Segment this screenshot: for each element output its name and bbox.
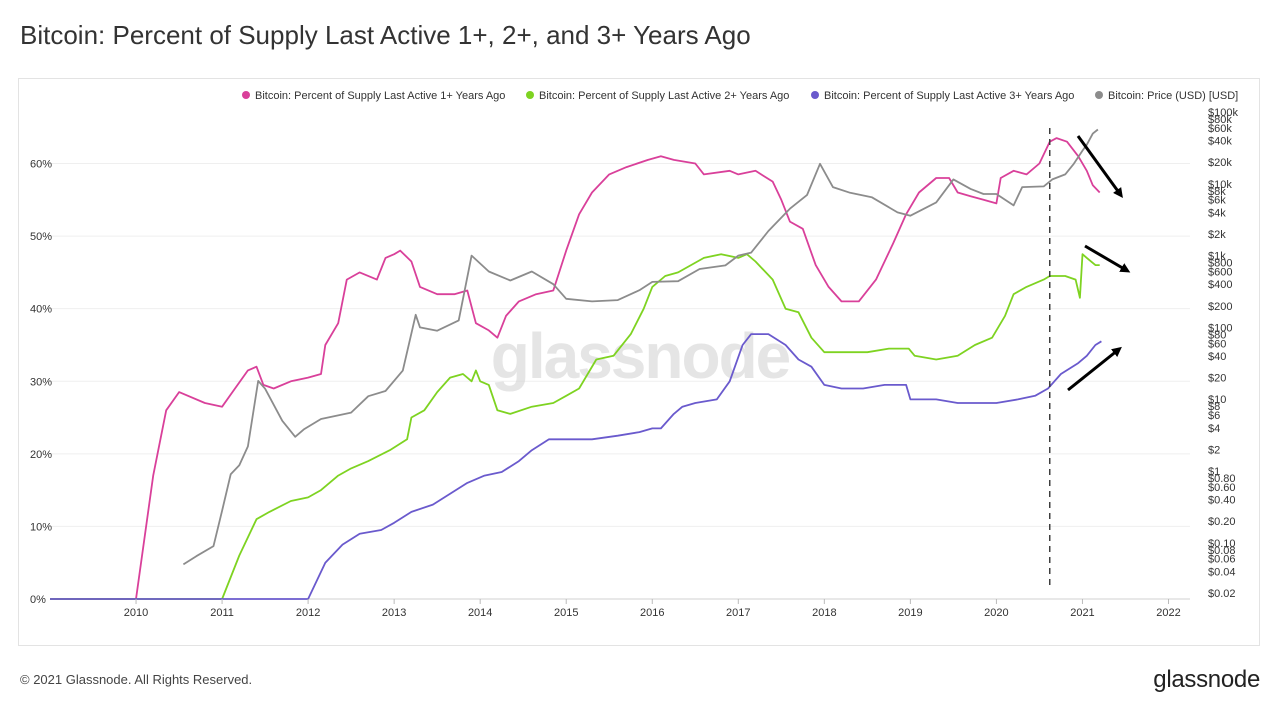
y-left-tick-label: 20% [30,449,52,461]
copyright-footer: © 2021 Glassnode. All Rights Reserved. [20,672,253,687]
y-right-tick-label: $8k [1208,186,1226,198]
y-right-tick-label: $60 [1208,338,1226,350]
series-line-pink [50,137,1101,600]
brand-logo: glassnode [1153,666,1260,693]
y-right-tick-label: $0.10 [1208,538,1236,550]
y-left-tick-label: 40% [30,304,52,316]
trend-arrow [1067,346,1122,392]
trend-arrow [1084,244,1131,273]
y-right-tick-label: $400 [1208,279,1232,291]
series-line-green [50,253,1100,600]
y-right-tick-label: $4k [1208,207,1226,219]
x-tick-label: 2014 [468,607,492,619]
x-tick-label: 2010 [124,607,148,619]
x-tick-label: 2022 [1156,607,1180,619]
y-right-tick-label: $0.06 [1208,554,1236,566]
y-right-tick-label: $1k [1208,251,1226,263]
legend-label: Bitcoin: Percent of Supply Last Active 1… [255,90,505,102]
y-left-tick-label: 0% [30,594,46,606]
legend-label: Bitcoin: Percent of Supply Last Active 2… [539,90,789,102]
legend-swatch [242,91,250,99]
y-right-tick-label: $60k [1208,123,1232,135]
y-right-tick-label: $1 [1208,466,1220,478]
y-right-tick-label: $80 [1208,329,1226,341]
legend-swatch [811,91,819,99]
series-line-purple [50,333,1102,600]
legend-label: Bitcoin: Percent of Supply Last Active 3… [824,90,1074,102]
legend-item[interactable]: Bitcoin: Percent of Supply Last Active 2… [526,90,789,102]
legend-item[interactable]: Bitcoin: Price (USD) [USD] [1095,90,1238,102]
y-right-tick-label: $100k [1208,107,1238,119]
y-right-tick-label: $20k [1208,157,1232,169]
x-tick-label: 2015 [554,607,578,619]
y-right-tick-label: $0.08 [1208,545,1236,557]
legend-swatch [526,91,534,99]
y-right-tick-label: $10k [1208,179,1232,191]
chart-frame [18,78,1260,646]
trend-arrows [1067,135,1131,392]
y-right-tick-label: $600 [1208,267,1232,279]
y-right-tick-label: $0.40 [1208,495,1236,507]
x-tick-label: 2016 [640,607,664,619]
x-tick-label: 2019 [898,607,922,619]
y-left-tick-label: 10% [30,521,52,533]
y-right-tick-label: $0.02 [1208,588,1236,600]
y-right-tick-label: $2 [1208,444,1220,456]
y-right-tick-label: $0.04 [1208,566,1236,578]
y-right-tick-label: $0.80 [1208,473,1236,485]
y-right-tick-label: $800 [1208,258,1232,270]
legend-item[interactable]: Bitcoin: Percent of Supply Last Active 3… [811,90,1074,102]
x-tick-label: 2017 [726,607,750,619]
y-left-tick-label: 60% [30,159,52,171]
tick-layer: 0% 10% 20% 30% 40% 50% 60% 2010 2011 2012 2013 2014… [30,107,1238,619]
y-right-tick-label: $6k [1208,195,1226,207]
x-tick-label: 2012 [296,607,320,619]
y-right-tick-label: $40 [1208,351,1226,363]
page-title: Bitcoin: Percent of Supply Last Active 1… [20,20,751,50]
x-tick-label: 2011 [210,607,234,619]
y-right-tick-label: $6 [1208,410,1220,422]
y-right-tick-label: $4 [1208,423,1220,435]
y-right-tick-label: $200 [1208,301,1232,313]
x-tick-label: 2021 [1070,607,1094,619]
legend-item[interactable]: Bitcoin: Percent of Supply Last Active 1… [242,90,505,102]
y-right-tick-label: $2k [1208,229,1226,241]
y-right-tick-label: $10 [1208,394,1226,406]
y-right-tick-label: $40k [1208,136,1232,148]
trend-arrow [1076,135,1123,199]
x-tick-label: 2013 [382,607,406,619]
y-right-tick-label: $8 [1208,401,1220,413]
y-right-tick-label: $100 [1208,322,1232,334]
x-tick-label: 2018 [812,607,836,619]
series-line-gray [182,128,1099,566]
y-right-tick-label: $0.60 [1208,482,1236,494]
series-layer [50,128,1102,600]
y-right-tick-label: $20 [1208,373,1226,385]
legend-swatch [1095,91,1103,99]
x-tick-label: 2020 [984,607,1008,619]
y-right-tick-label: $80k [1208,114,1232,126]
y-left-tick-label: 50% [30,231,52,243]
y-left-tick-label: 30% [30,376,52,388]
legend[interactable]: Bitcoin: Percent of Supply Last Active 1… [242,90,1238,102]
watermark: glassnode [491,320,790,392]
legend-label: Bitcoin: Price (USD) [USD] [1108,90,1238,102]
y-right-tick-label: $0.20 [1208,516,1236,528]
